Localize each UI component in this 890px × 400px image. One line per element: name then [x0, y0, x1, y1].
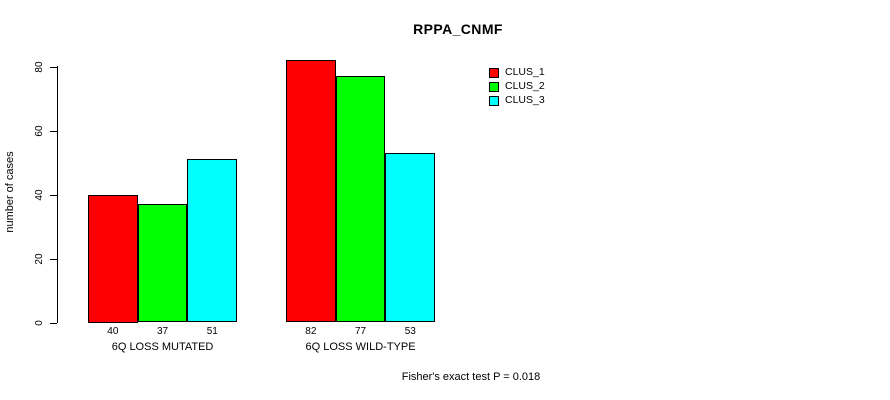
y-tick [50, 322, 57, 324]
y-tick [50, 258, 57, 260]
legend-swatch [489, 81, 499, 92]
x-group-label: 6Q LOSS WILD-TYPE [305, 341, 416, 353]
bar [385, 152, 436, 323]
bar [187, 159, 238, 323]
legend-row: CLUS_2 [489, 80, 545, 93]
footnote: Fisher's exact test P = 0.018 [401, 371, 541, 383]
legend-label: CLUS_2 [505, 80, 545, 92]
legend-swatch [489, 67, 499, 78]
legend-swatch [489, 95, 499, 106]
x-group-label: 6Q LOSS MUTATED [111, 341, 214, 353]
bar-value-label: 77 [354, 326, 367, 337]
legend-label: CLUS_3 [505, 94, 545, 106]
y-tick [50, 194, 57, 196]
legend: CLUS_1 CLUS_2 CLUS_3 [489, 66, 545, 108]
legend-row: CLUS_1 [489, 66, 545, 79]
bar [88, 194, 138, 323]
bar-value-label: 40 [107, 326, 119, 337]
bar-value-label: 53 [404, 326, 416, 337]
y-tick-label: 60 [34, 124, 45, 137]
y-tick-label: 20 [34, 252, 45, 265]
y-axis-line [57, 66, 58, 323]
y-tick [50, 66, 57, 68]
bar [137, 204, 188, 323]
bar-value-label: 82 [305, 326, 317, 337]
legend-row: CLUS_3 [489, 94, 545, 107]
chart-title: RPPA_CNMF [413, 21, 503, 37]
legend-label: CLUS_1 [505, 66, 545, 78]
y-tick-label: 0 [34, 319, 45, 326]
y-axis-title: number of cases [4, 151, 16, 233]
y-tick-label: 80 [34, 60, 45, 73]
y-tick-label: 40 [34, 188, 45, 201]
bar-value-label: 51 [206, 326, 218, 337]
bar [286, 60, 336, 323]
y-tick [50, 130, 57, 132]
bar-value-label: 37 [156, 326, 169, 337]
bar [335, 76, 386, 323]
